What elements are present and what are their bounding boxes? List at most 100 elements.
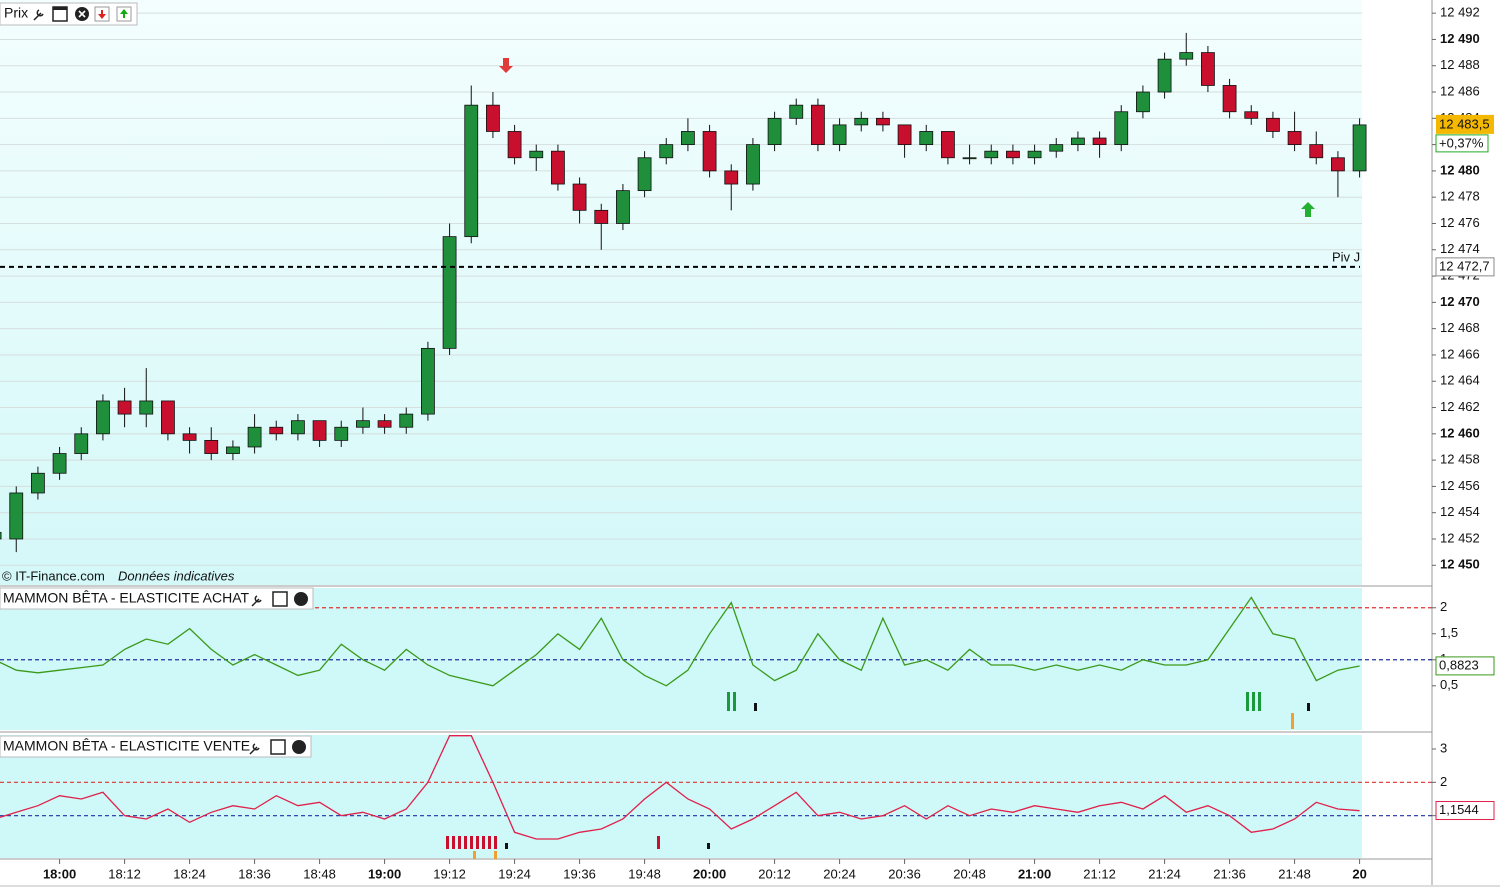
chart-layer: 18:00 18:12 18:24 18:36 18:48 19:00 19:12 19:24… xyxy=(0,5,1495,881)
y-tick-label: 2 xyxy=(1440,599,1447,614)
candle-body xyxy=(182,433,197,441)
close-x xyxy=(78,10,86,18)
candle-body xyxy=(616,190,630,224)
candle-body xyxy=(1114,111,1129,146)
candle-body xyxy=(269,426,284,435)
x-tick-label: 18:24 xyxy=(173,866,206,881)
panel-title: MAMMON BÊTA - ELASTICITE ACHAT xyxy=(3,590,250,606)
signal-bar xyxy=(657,836,660,849)
last-price-label: 12 483,5 xyxy=(1439,116,1490,131)
price-panel-bg xyxy=(0,0,1362,585)
x-tick-label: 21:00 xyxy=(1018,866,1051,881)
down-arrow-icon xyxy=(98,10,106,19)
x-tick-label: 19:12 xyxy=(433,866,466,881)
signal-bar xyxy=(707,843,710,849)
candle-body xyxy=(876,117,890,126)
candle-body xyxy=(551,150,565,185)
candle-body xyxy=(442,236,457,349)
candle-body xyxy=(637,157,652,192)
candle-body xyxy=(702,131,717,172)
candle-body xyxy=(139,400,154,415)
candle-body xyxy=(1201,52,1215,86)
candle-body xyxy=(1266,117,1280,132)
value-tag xyxy=(1435,656,1495,676)
y-tick-label: 12 452 xyxy=(1440,530,1480,545)
candle-body xyxy=(74,433,89,454)
candle-body xyxy=(767,117,782,146)
candle-body xyxy=(746,144,760,185)
indicator-line xyxy=(0,596,1360,687)
x-tick-label: 20:24 xyxy=(823,866,856,881)
signal-bar xyxy=(727,692,730,711)
candle-body xyxy=(356,420,370,428)
y-tick-label: 12 460 xyxy=(1440,425,1480,440)
y-tick-label: 12 450 xyxy=(1440,557,1480,572)
settings-icon[interactable] xyxy=(33,9,44,21)
indicator-line xyxy=(0,735,1360,840)
candle-body xyxy=(96,400,110,435)
indicator-icons[interactable] xyxy=(249,591,308,755)
y-tick-label: 12 490 xyxy=(1440,31,1480,46)
signal-bar xyxy=(1307,703,1310,711)
candle-body xyxy=(1244,111,1259,119)
close-icon[interactable] xyxy=(294,592,308,606)
candle-body xyxy=(161,400,175,435)
value-tag-label: 1,1544 xyxy=(1439,802,1479,817)
y-tick-label: 12 458 xyxy=(1440,452,1480,467)
panel-title: Prix xyxy=(4,5,28,21)
candle-body xyxy=(52,453,67,474)
candle-body xyxy=(789,104,804,119)
candle-body xyxy=(377,420,392,428)
signal-bar xyxy=(473,851,476,859)
up-arrow-icon xyxy=(120,9,128,18)
toolbar-icons[interactable] xyxy=(33,6,132,22)
x-tick-label: 18:48 xyxy=(303,866,336,881)
close-icon[interactable] xyxy=(292,740,306,754)
candle-body xyxy=(1179,52,1194,60)
settings-icon[interactable] xyxy=(249,743,260,755)
candle-body xyxy=(659,144,674,159)
x-tick-label: 20 xyxy=(1352,866,1366,881)
settings-icon[interactable] xyxy=(251,595,262,607)
candle-body xyxy=(854,117,869,126)
change-label: +0,37% xyxy=(1439,135,1484,150)
y-tick-label: 12 454 xyxy=(1440,504,1480,519)
candle-body xyxy=(984,150,999,159)
candle-body xyxy=(226,446,240,454)
signal-bar xyxy=(1291,713,1294,729)
panel-title: MAMMON BÊTA - ELASTICITE VENTE xyxy=(3,738,250,754)
candle-body xyxy=(1352,124,1367,172)
signal-bar xyxy=(488,836,491,849)
buy-signal-arrow xyxy=(1301,202,1315,217)
candle-body xyxy=(9,492,24,540)
x-tick-label: 21:12 xyxy=(1083,866,1116,881)
y-tick-label: 12 480 xyxy=(1440,162,1480,177)
signal-bar xyxy=(1252,692,1255,711)
candle-body xyxy=(572,183,587,211)
window-icon[interactable] xyxy=(270,739,286,755)
y-tick-label: 12 470 xyxy=(1440,294,1480,309)
candle-body xyxy=(724,170,739,185)
candle-body xyxy=(464,104,479,238)
y-tick-label: 12 476 xyxy=(1440,215,1480,230)
candle-body xyxy=(1049,144,1064,152)
candle-body xyxy=(962,157,977,160)
candle-body xyxy=(399,413,414,428)
achat-panel-bg xyxy=(0,588,1362,730)
candle-body xyxy=(1222,85,1237,113)
signal-bar xyxy=(464,836,467,849)
candle-body xyxy=(31,472,45,494)
pivot-tag-label: 12 472,7 xyxy=(1439,258,1490,273)
y-tick-label: 0,5 xyxy=(1440,677,1458,692)
window-icon-bar xyxy=(53,7,67,10)
credit-note: Données indicatives xyxy=(118,568,235,583)
value-tag-label: 0,8823 xyxy=(1439,657,1479,672)
x-tick-label: 19:00 xyxy=(368,866,401,881)
window-icon[interactable] xyxy=(272,591,288,607)
y-tick-label: 12 462 xyxy=(1440,399,1480,414)
y-tick-label: 2 xyxy=(1440,774,1447,789)
x-tick-label: 21:24 xyxy=(1148,866,1181,881)
x-tick-label: 19:24 xyxy=(498,866,531,881)
panel-header xyxy=(0,735,312,758)
